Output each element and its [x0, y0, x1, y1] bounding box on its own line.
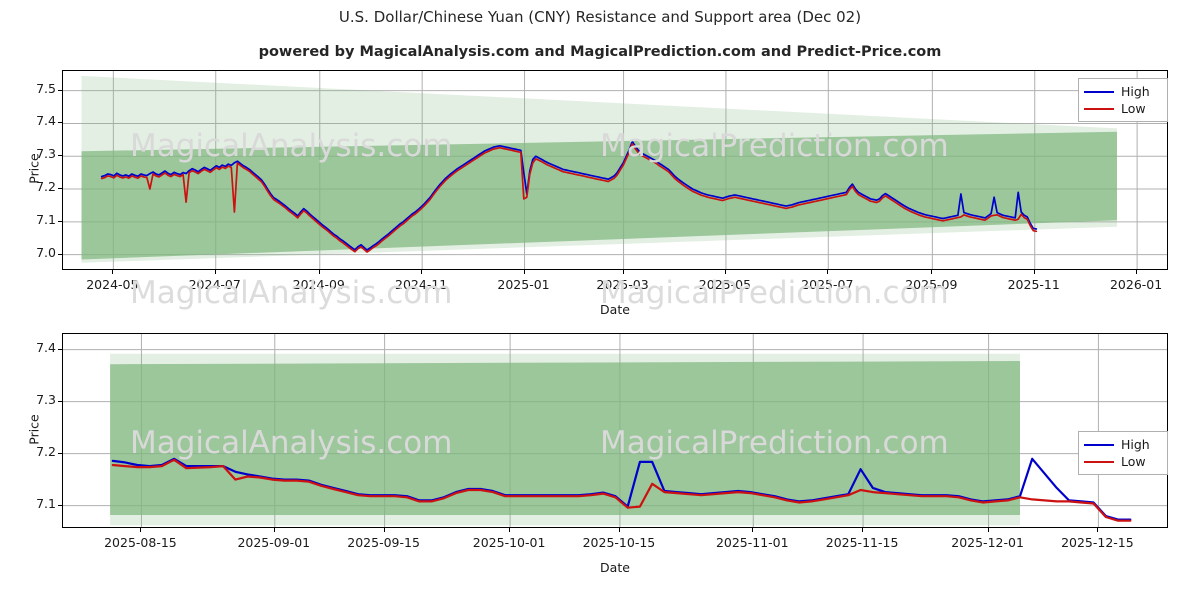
x-axis-tick-mark	[421, 270, 423, 274]
y-axis-tick-label: 7.2	[36, 179, 56, 195]
overview-plot-area	[62, 70, 1168, 270]
x-axis-tick-label: 2025-10-15	[582, 535, 656, 550]
overview-legend: High Low	[1078, 78, 1168, 122]
x-axis-tick-label: 2024-11	[395, 277, 448, 292]
overview-x-axis-label: Date	[600, 302, 630, 317]
x-axis-tick-mark	[273, 528, 275, 532]
x-axis-tick-mark	[1097, 528, 1099, 532]
y-axis-tick-mark	[58, 220, 62, 222]
y-axis-tick-label: 7.4	[36, 113, 56, 129]
y-axis-tick-mark	[58, 122, 62, 124]
x-axis-tick-mark	[112, 270, 114, 274]
x-axis-tick-label: 2025-07	[801, 277, 854, 292]
y-axis-tick-label: 7.0	[36, 244, 56, 260]
y-axis-tick-mark	[58, 155, 62, 157]
x-axis-tick-mark	[987, 528, 989, 532]
x-axis-tick-label: 2025-09-01	[237, 535, 311, 550]
x-axis-tick-label: 2024-09	[292, 277, 345, 292]
y-axis-tick-label: 7.1	[36, 495, 56, 511]
x-axis-tick-mark	[622, 270, 624, 274]
x-axis-tick-label: 2025-09-15	[347, 535, 420, 550]
y-axis-tick-mark	[58, 89, 62, 91]
legend-label-low: Low	[1121, 101, 1146, 116]
y-axis-tick-label: 7.5	[36, 80, 56, 96]
x-axis-tick-mark	[931, 270, 933, 274]
x-axis-tick-label: 2025-09	[905, 277, 958, 292]
x-axis-tick-mark	[509, 528, 511, 532]
x-axis-tick-mark	[140, 528, 142, 532]
x-axis-tick-mark	[724, 270, 726, 274]
y-axis-tick-label: 7.3	[36, 391, 56, 407]
x-axis-tick-label: 2025-12-01	[951, 535, 1024, 550]
x-axis-tick-label: 2025-05	[698, 277, 752, 292]
y-axis-tick-label: 7.2	[36, 443, 56, 459]
legend-swatch-high-icon	[1084, 90, 1114, 93]
y-axis-tick-label: 7.4	[36, 339, 56, 355]
x-axis-tick-label: 2025-10-01	[472, 535, 546, 550]
x-axis-tick-label: 2025-11-01	[715, 535, 789, 550]
x-axis-tick-mark	[862, 528, 864, 532]
x-axis-tick-label: 2025-12-15	[1061, 535, 1134, 550]
y-axis-tick-label: 7.1	[36, 211, 56, 227]
y-axis-tick-mark	[58, 504, 62, 506]
x-axis-tick-label: 2025-01	[497, 277, 550, 292]
x-axis-tick-label: 2025-08-15	[104, 535, 177, 550]
x-axis-tick-mark	[523, 270, 525, 274]
x-axis-tick-mark	[214, 270, 216, 274]
y-axis-tick-mark	[58, 348, 62, 350]
legend-swatch-high-icon	[1084, 443, 1114, 446]
x-axis-tick-mark	[383, 528, 385, 532]
page-title: U.S. Dollar/Chinese Yuan (CNY) Resistanc…	[338, 8, 862, 26]
x-axis-tick-mark	[1033, 270, 1035, 274]
x-axis-tick-mark	[827, 270, 829, 274]
x-axis-tick-mark	[1136, 270, 1138, 274]
x-axis-tick-mark	[318, 270, 320, 274]
legend-label-high: High	[1121, 437, 1150, 452]
legend-label-high: High	[1121, 84, 1150, 99]
legend-entry-low: Low	[1084, 100, 1161, 117]
x-axis-tick-label: 2025-11-15	[825, 535, 899, 550]
legend-label-low: Low	[1121, 454, 1146, 469]
legend-swatch-low-icon	[1084, 460, 1114, 463]
page-subtitle: powered by MagicalAnalysis.com and Magic…	[258, 44, 942, 60]
x-axis-tick-label: 2025-03	[596, 277, 649, 292]
x-axis-tick-label: 2026-01	[1109, 277, 1163, 292]
detail-legend: High Low	[1078, 431, 1168, 475]
x-axis-tick-label: 2024-07	[188, 277, 241, 292]
legend-entry-high: High	[1084, 436, 1161, 453]
detail-plot-area	[62, 333, 1168, 528]
x-axis-tick-label: 2025-11	[1007, 277, 1060, 292]
detail-x-axis-label: Date	[600, 560, 630, 575]
y-axis-tick-mark	[58, 400, 62, 402]
y-axis-tick-label: 7.3	[36, 146, 56, 162]
y-axis-tick-mark	[58, 188, 62, 190]
y-axis-tick-mark	[58, 452, 62, 454]
legend-swatch-low-icon	[1084, 107, 1114, 110]
x-axis-tick-mark	[752, 528, 754, 532]
x-axis-tick-mark	[618, 528, 620, 532]
legend-entry-high: High	[1084, 83, 1161, 100]
y-axis-tick-mark	[58, 253, 62, 255]
x-axis-tick-label: 2024-05	[86, 277, 139, 292]
legend-entry-low: Low	[1084, 453, 1161, 470]
